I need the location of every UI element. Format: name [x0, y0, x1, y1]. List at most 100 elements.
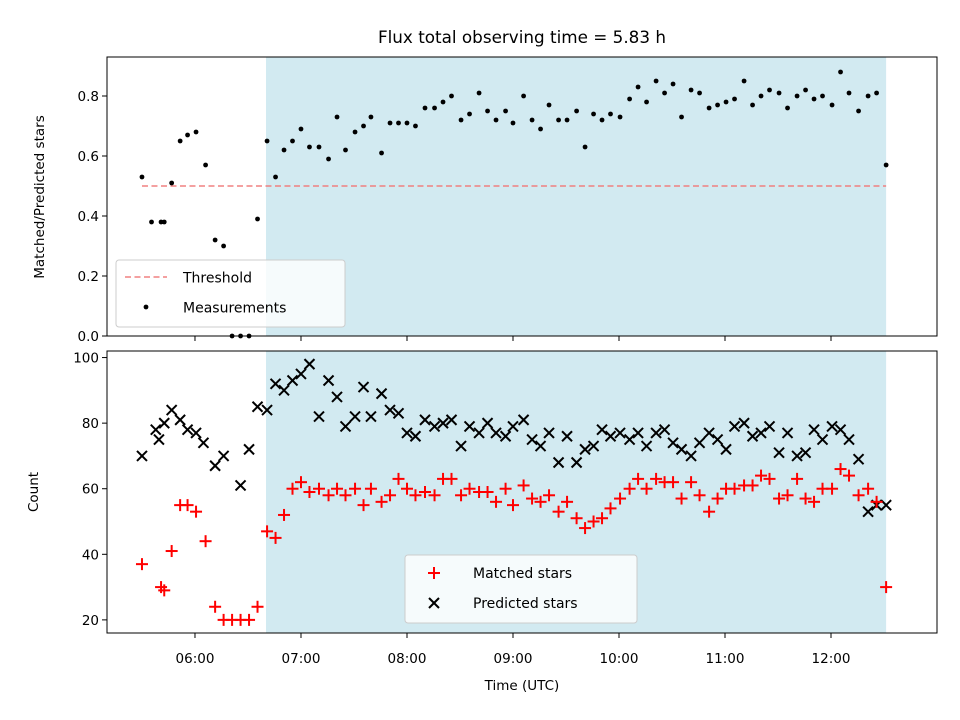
matched-star-marker: [251, 600, 264, 613]
matched-star-marker: [455, 489, 468, 502]
matched-star-marker: [623, 482, 636, 495]
measurement-point: [212, 237, 218, 243]
predicted-star-marker: [570, 456, 583, 469]
panel-ratio-frame: [106, 56, 938, 337]
y-tick-label: 0.8: [78, 89, 99, 105]
measurement-point: [422, 105, 428, 111]
measurement-point: [387, 120, 393, 126]
measurement-point: [767, 87, 772, 93]
predicted-star-marker: [278, 384, 290, 397]
measurement-point: [803, 87, 808, 93]
predicted-star-marker: [579, 443, 591, 456]
matched-star-marker: [781, 489, 794, 502]
predicted-star-marker: [843, 433, 855, 446]
predicted-star-marker: [632, 427, 644, 439]
predicted-star-marker: [763, 420, 776, 433]
predicted-star-marker: [181, 423, 194, 436]
measurement-point: [326, 156, 331, 162]
measurement-point: [599, 117, 605, 123]
predicted-star-marker: [349, 410, 361, 423]
predicted-star-marker: [552, 456, 565, 469]
matched-star-marker: [199, 535, 212, 548]
matched-star-marker: [331, 482, 344, 495]
matched-star-marker: [561, 495, 574, 508]
matched-star-marker: [773, 492, 786, 505]
predicted-star-marker: [174, 414, 186, 426]
predicted-star-marker: [197, 437, 210, 449]
matched-star-marker: [650, 472, 663, 485]
predicted-star-marker: [136, 450, 148, 462]
y-tick-label: 40: [82, 547, 99, 563]
y-tick-label: 80: [82, 416, 99, 432]
predicted-star-marker: [481, 417, 494, 429]
matched-star-marker: [481, 486, 494, 498]
matched-star-marker: [843, 469, 856, 482]
measurement-point: [564, 117, 570, 123]
measurement-point: [161, 219, 167, 225]
predicted-star-marker: [339, 420, 352, 433]
predicted-star-marker: [826, 420, 838, 433]
measurement-points: [139, 69, 889, 339]
matched-star-marker: [375, 495, 388, 508]
matched-star-marker: [667, 476, 680, 489]
measurement-point: [281, 147, 287, 153]
predicted-star-marker: [473, 427, 485, 439]
matched-star-marker: [703, 505, 716, 518]
panel-ratio-x-ticks: [194, 336, 832, 341]
matched-star-marker: [587, 515, 600, 528]
measurement-point: [785, 105, 790, 111]
matched-star-marker: [791, 472, 804, 485]
predicted-star-marker: [286, 374, 299, 387]
panel-ratio-legend: Threshold Measurements: [115, 259, 346, 328]
panel-ratio-y-label: Matched/Predicted stars: [32, 115, 48, 278]
predicted-star-marker: [755, 427, 767, 439]
y-tick-label: 0.2: [78, 269, 99, 285]
measurement-point: [368, 114, 374, 120]
predicted-star-marker: [711, 433, 724, 446]
measurement-point: [635, 84, 641, 90]
matched-star-marker: [570, 512, 583, 525]
matched-star-markers: [135, 463, 893, 626]
measurement-point: [732, 96, 737, 102]
measurement-point: [741, 78, 747, 84]
measurement-point: [379, 150, 384, 156]
y-tick-label: 0.0: [78, 329, 99, 345]
measurement-point: [776, 90, 782, 96]
matched-star-marker: [499, 482, 512, 495]
predicted-star-marker: [445, 414, 458, 426]
measurement-point: [476, 90, 482, 96]
matched-star-marker: [640, 482, 653, 495]
measurement-point: [538, 126, 543, 132]
predicted-star-marker: [693, 437, 706, 449]
measurement-point: [193, 129, 199, 135]
matched-star-marker: [862, 482, 875, 495]
matched-star-marker: [243, 613, 256, 626]
matched-star-marker: [445, 472, 458, 485]
matched-star-marker: [303, 486, 316, 498]
predicted-star-marker: [392, 407, 405, 420]
predicted-star-marker: [490, 427, 502, 439]
legend-predicted-label: Predicted stars: [473, 596, 578, 612]
predicted-star-marker: [650, 427, 662, 439]
matched-star-marker: [364, 482, 377, 495]
matched-star-marker: [808, 495, 821, 508]
predicted-star-marker: [799, 446, 812, 459]
predicted-star-marker: [357, 381, 370, 393]
predicted-star-marker: [251, 401, 264, 413]
predicted-star-marker: [614, 427, 626, 439]
matched-star-marker: [675, 492, 688, 505]
matched-star-marker: [543, 489, 556, 502]
predicted-star-marker: [419, 414, 431, 426]
measurement-point: [440, 99, 446, 105]
measurement-point: [856, 108, 861, 114]
predicted-star-marker: [526, 433, 538, 446]
predicted-star-marker: [507, 420, 519, 433]
matched-star-marker: [579, 522, 592, 535]
matched-star-marker: [693, 489, 706, 502]
measurement-point: [521, 93, 526, 99]
measurement-point: [653, 78, 659, 84]
matched-star-marker: [763, 472, 776, 485]
matched-star-marker: [799, 492, 812, 505]
predicted-star-marker: [331, 391, 343, 403]
x-tick-label: 09:00: [494, 651, 533, 667]
